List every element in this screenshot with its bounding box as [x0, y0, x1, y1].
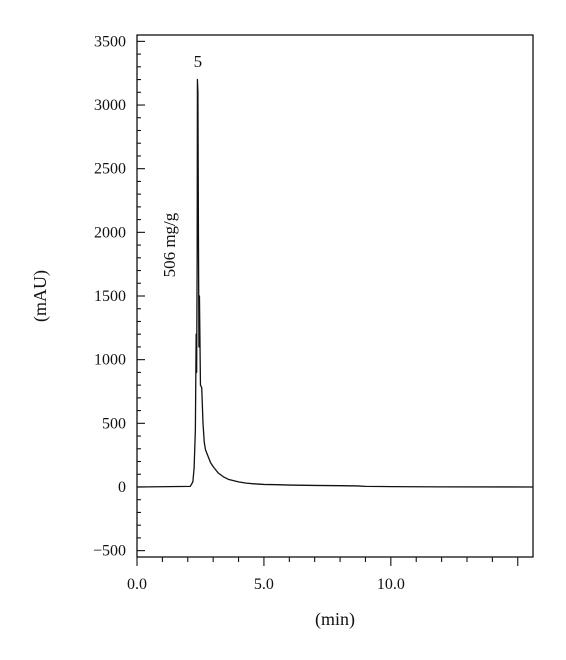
x-axis-title: (min) [315, 609, 355, 630]
x-tick-label: 10.0 [377, 576, 405, 593]
y-tick-label: 3500 [94, 33, 126, 50]
x-tick-label: 0.0 [127, 576, 147, 593]
x-tick-label: 5.0 [254, 576, 274, 593]
y-tick-label: 2500 [94, 161, 126, 178]
y-tick-label: 2000 [94, 224, 126, 241]
y-axis-title: (mAU) [30, 270, 51, 322]
y-tick-label: 3000 [94, 97, 126, 114]
y-tick-label: 1500 [94, 288, 126, 305]
y-tick-label: 500 [102, 415, 126, 432]
peak-label: 5 [194, 52, 203, 71]
y-tick-label: −500 [93, 543, 126, 560]
y-tick-label: 1000 [94, 352, 126, 369]
chromatogram-trace [136, 78, 534, 488]
y-tick-label: 0 [118, 479, 126, 496]
concentration-label: 506 mg/g [160, 212, 179, 277]
